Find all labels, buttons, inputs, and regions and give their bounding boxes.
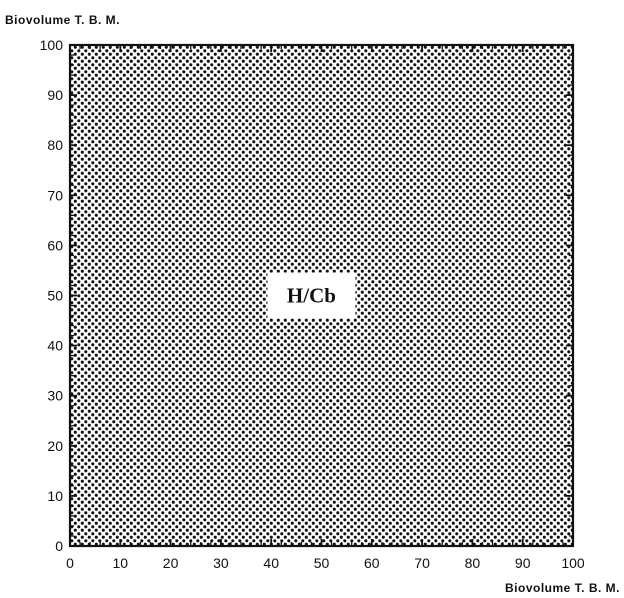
y-tick-label: 20 [47,438,63,454]
x-tick-label: 50 [314,555,330,571]
axis-ticks [69,44,574,547]
y-axis-title: Biovolume T. B. M. [5,13,120,27]
y-tick-label: 30 [47,388,63,404]
y-tick-label: 60 [47,237,63,253]
y-tick-label: 80 [47,137,63,153]
x-tick-label: 80 [465,555,481,571]
regions: H/Cb [267,272,356,319]
x-tick-label: 60 [364,555,380,571]
x-tick-label: 20 [163,555,179,571]
y-tick-label: 10 [47,488,63,504]
y-tick-label: 0 [55,538,63,554]
region-label: H/Cb [287,284,336,308]
x-tick-label: 30 [213,555,229,571]
y-tick-label: 70 [47,187,63,203]
y-tick-label: 90 [47,87,63,103]
region-label-background [267,272,356,319]
x-tick-label: 10 [113,555,129,571]
y-tick-labels: 0 10 20 30 40 50 60 70 80 90 100 [40,37,64,554]
x-tick-label: 70 [414,555,430,571]
y-tick-label: 100 [40,37,64,53]
x-axis-title: Biovolume T. B. M. [505,581,620,595]
x-tick-label: 0 [66,555,74,571]
x-tick-labels: 0 10 20 30 40 50 60 70 80 90 100 [66,555,585,571]
x-tick-label: 40 [263,555,279,571]
x-tick-label: 90 [515,555,531,571]
x-tick-label: 100 [561,555,585,571]
y-tick-label: 50 [47,288,63,304]
y-tick-label: 40 [47,338,63,354]
